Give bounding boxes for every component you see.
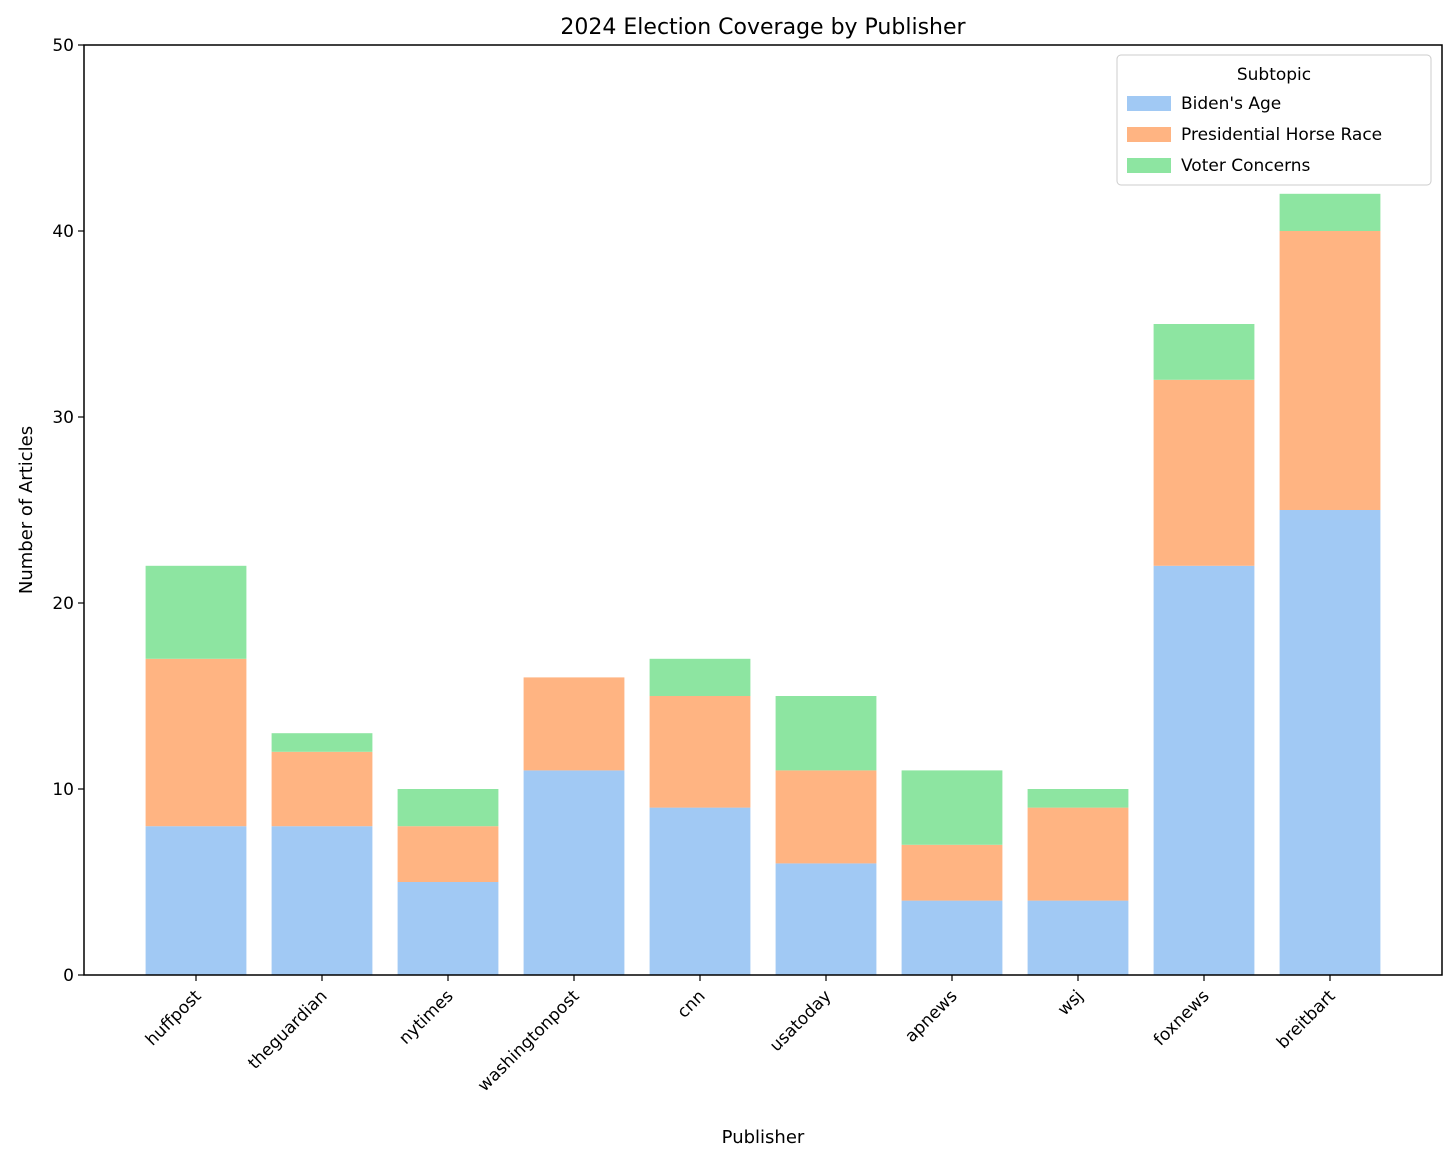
bar-segment-usatoday-0 [775,863,877,975]
bar-segment-washingtonpost-1 [523,677,625,771]
y-tick-label: 20 [52,594,74,614]
x-tick-label: foxnews [1150,986,1214,1050]
plot-frame [83,44,1443,976]
y-tick-label: 50 [52,36,74,56]
y-axis-label: Number of Articles [16,426,37,594]
bar-segment-nytimes-1 [397,826,499,882]
bar-segment-wsj-1 [1027,807,1129,901]
bar-segment-foxnews-2 [1153,324,1255,380]
bars [145,193,1381,975]
bar-segment-theguardian-0 [271,826,373,975]
legend-label: Presidential Horse Race [1181,125,1382,145]
x-tick-label: usatoday [766,986,836,1056]
legend: Subtopic Biden's Age Presidential Horse Ra… [1116,54,1432,186]
legend-label: Voter Concerns [1181,156,1311,176]
x-tick-label: huffpost [142,986,206,1050]
y-tick-label: 40 [52,222,74,242]
x-tick-label: washingtonpost [474,986,584,1096]
y-tick-label: 0 [63,966,74,986]
bar-segment-theguardian-1 [271,751,373,827]
bar-segment-cnn-0 [649,807,751,975]
legend-box [1116,54,1432,186]
legend-swatch [1127,96,1171,111]
bar-segment-huffpost-2 [145,565,247,659]
legend-label: Biden's Age [1181,94,1281,114]
chart-title: 2024 Election Coverage by Publisher [560,15,966,40]
bar-segment-nytimes-0 [397,882,499,975]
bar-segment-nytimes-2 [397,789,499,827]
bar-segment-foxnews-0 [1153,565,1255,975]
bar-segment-foxnews-1 [1153,379,1255,566]
x-tick-label: cnn [674,986,710,1022]
x-axis-label: Publisher [722,1127,805,1148]
x-tick-label: wsj [1054,986,1088,1020]
bar-segment-apnews-2 [901,770,1003,845]
bar-segment-washingtonpost-0 [523,770,625,975]
bar-segment-apnews-1 [901,844,1003,901]
bar-segment-cnn-1 [649,696,751,808]
y-axis: 0 10 20 30 40 50 [52,36,84,986]
bar-segment-usatoday-1 [775,770,877,864]
y-tick-label: 30 [52,408,74,428]
legend-swatch [1127,158,1171,173]
x-tick-label: apnews [901,986,961,1046]
y-tick-label: 10 [52,780,74,800]
bar-segment-huffpost-0 [145,826,247,975]
bar-segment-huffpost-1 [145,658,247,827]
bar-segment-usatoday-2 [775,696,877,771]
bar-segment-wsj-2 [1027,789,1129,808]
x-tick-label: theguardian [244,986,331,1073]
bar-segment-theguardian-2 [271,733,373,752]
x-axis: huffpost theguardian nytimes washingtonpost… [142,975,1340,1096]
legend-title: Subtopic [1237,65,1311,85]
x-tick-label: breitbart [1273,986,1340,1053]
bar-segment-breitbart-2 [1279,193,1381,231]
bar-segment-apnews-0 [901,900,1003,975]
x-tick-label: nytimes [395,986,457,1048]
bar-segment-wsj-0 [1027,900,1129,975]
legend-swatch [1127,127,1171,142]
bar-segment-breitbart-0 [1279,510,1381,975]
bar-segment-breitbart-1 [1279,231,1381,510]
bar-segment-cnn-2 [649,658,751,696]
